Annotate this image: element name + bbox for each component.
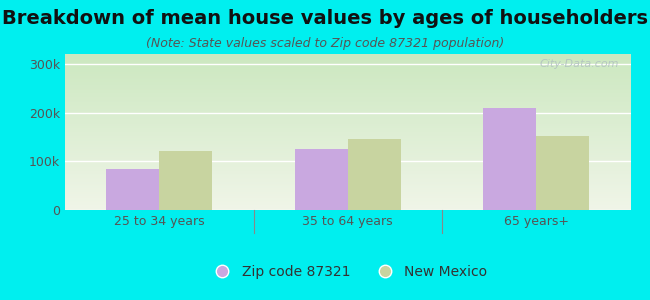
Text: Breakdown of mean house values by ages of householders: Breakdown of mean house values by ages o… (2, 9, 648, 28)
Legend: Zip code 87321, New Mexico: Zip code 87321, New Mexico (203, 259, 493, 284)
Text: City-Data.com: City-Data.com (540, 59, 619, 69)
Text: (Note: State values scaled to Zip code 87321 population): (Note: State values scaled to Zip code 8… (146, 38, 504, 50)
Bar (107, 169, 159, 210)
Bar (536, 136, 589, 210)
Bar (484, 108, 536, 210)
Bar (295, 149, 348, 210)
Bar (348, 139, 400, 210)
Bar (159, 151, 212, 210)
